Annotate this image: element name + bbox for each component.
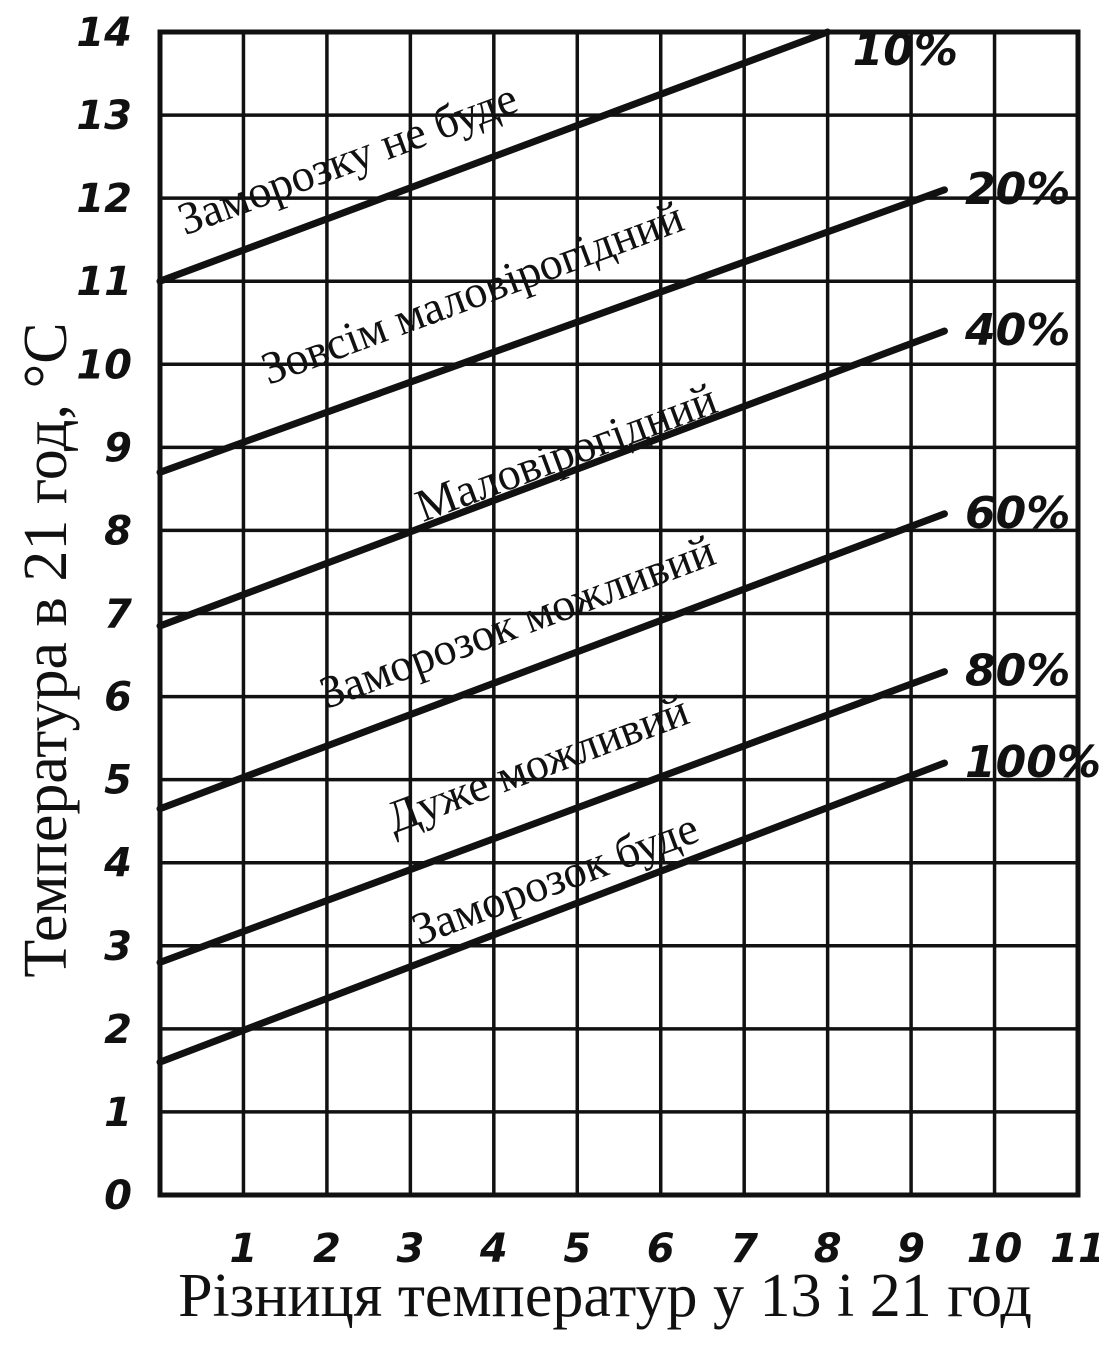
chart-grid bbox=[157, 29, 1081, 1198]
y-tick-label: 11 bbox=[76, 259, 132, 305]
x-tick-label: 4 bbox=[479, 1226, 508, 1272]
series-line bbox=[156, 327, 948, 630]
series-label: 10% bbox=[853, 25, 958, 76]
y-tick-label: 4 bbox=[103, 841, 132, 887]
series-labels: 10% 20% 40% 60% 80% 100% bbox=[853, 25, 1099, 788]
series-line bbox=[156, 759, 948, 1066]
y-tick-label: 2 bbox=[104, 1007, 132, 1053]
y-tick-label: 0 bbox=[104, 1173, 132, 1219]
series-label: 20% bbox=[965, 164, 1070, 215]
y-tick-label: 1 bbox=[104, 1090, 132, 1136]
series-line bbox=[156, 510, 948, 813]
x-tick-label: 1 bbox=[230, 1226, 258, 1272]
x-tick-label: 5 bbox=[563, 1226, 591, 1272]
y-tick-label: 9 bbox=[104, 425, 132, 471]
chart-series bbox=[156, 28, 948, 1066]
y-axis-title: Температура в 21 год, °С bbox=[12, 322, 80, 977]
y-tick-label: 3 bbox=[104, 924, 132, 970]
x-tick-label: 8 bbox=[814, 1226, 842, 1272]
x-tick-label: 10 bbox=[967, 1226, 1023, 1272]
y-tick-label: 5 bbox=[104, 758, 132, 804]
y-tick-label: 12 bbox=[76, 176, 132, 222]
y-tick-label: 10 bbox=[76, 342, 132, 388]
series-label: 80% bbox=[965, 646, 1070, 697]
x-tick-label: 9 bbox=[897, 1226, 925, 1272]
x-tick-label: 6 bbox=[647, 1226, 675, 1272]
x-tick-label: 2 bbox=[313, 1226, 341, 1272]
series-line bbox=[156, 186, 948, 476]
y-tick-label: 14 bbox=[76, 10, 132, 56]
x-tick-label: 7 bbox=[730, 1226, 758, 1272]
series-label: 100% bbox=[965, 737, 1099, 788]
series-label: 40% bbox=[964, 305, 1070, 356]
y-tick-label: 6 bbox=[104, 675, 132, 721]
zone-label: Заморозку не буде bbox=[171, 72, 524, 245]
y-tick-label: 8 bbox=[104, 508, 132, 554]
y-tick-label: 13 bbox=[76, 93, 132, 139]
x-tick-labels: 1 2 3 4 5 6 7 8 9 10 11 bbox=[230, 1226, 1099, 1272]
plot-border bbox=[157, 29, 1081, 1198]
zone-label: Маловірогідний bbox=[409, 373, 724, 532]
x-tick-label: 3 bbox=[396, 1226, 424, 1272]
x-tick-label: 11 bbox=[1050, 1226, 1099, 1272]
series-line bbox=[156, 28, 832, 285]
x-axis-title: Різниця температур у 13 і 21 год bbox=[178, 1262, 1032, 1330]
y-tick-label: 7 bbox=[104, 592, 132, 638]
series-label: 60% bbox=[965, 488, 1070, 539]
series-line bbox=[156, 668, 948, 966]
